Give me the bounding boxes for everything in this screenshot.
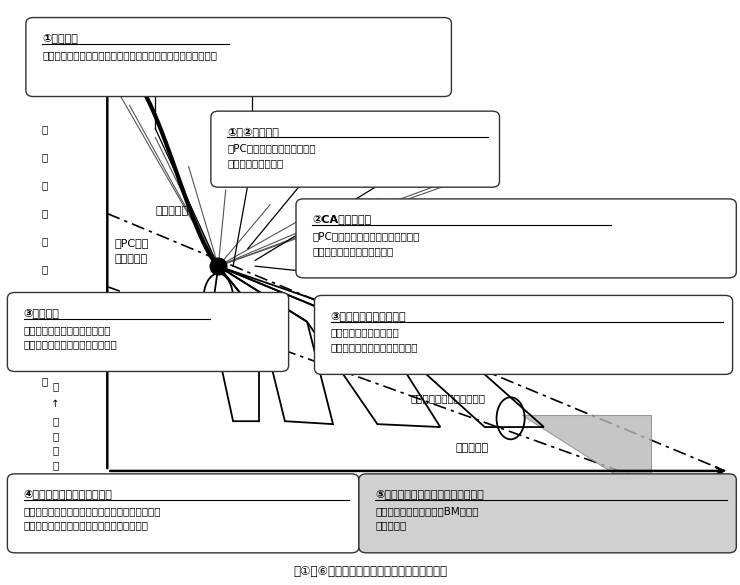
Text: ＋: ＋ [41, 236, 47, 246]
Text: ・PCを利用したコミュニケーション: ・PCを利用したコミュニケーション [312, 231, 420, 241]
Text: ・「アプリケーション利用指導」: ・「アプリケーション利用指導」 [24, 339, 118, 349]
FancyBboxPatch shape [7, 292, 289, 371]
Text: ）: ） [53, 460, 58, 470]
Text: ・作業療法士等による身体機能評価・再適合: ・作業療法士等による身体機能評価・再適合 [24, 521, 149, 531]
FancyBboxPatch shape [296, 199, 736, 278]
Text: ・療養生活での継続的見守り、定期的な状況確認: ・療養生活での継続的見守り、定期的な状況確認 [24, 506, 161, 516]
Polygon shape [522, 415, 651, 497]
Text: 機: 機 [53, 431, 58, 441]
Text: （医学モデル・社会モデル）: （医学モデル・社会モデル） [331, 342, 418, 352]
FancyBboxPatch shape [359, 474, 736, 553]
FancyBboxPatch shape [211, 111, 500, 187]
Text: ④入力装置（スイッチ）交換: ④入力装置（スイッチ）交換 [24, 490, 112, 500]
Text: ③意思伝達装置への移行: ③意思伝達装置への移行 [331, 312, 406, 322]
Text: （①～⑥は、フェーズ１～フェーズ５を表す）: （①～⑥は、フェーズ１～フェーズ５を表す） [293, 565, 447, 578]
Text: 合: 合 [41, 348, 47, 359]
FancyBboxPatch shape [26, 18, 451, 97]
Text: 能: 能 [41, 208, 47, 218]
Text: 時間経過: 時間経過 [701, 491, 729, 504]
FancyBboxPatch shape [314, 295, 733, 374]
Text: ・PCに愷れ、機器の導入準備: ・PCに愷れ、機器の導入準備 [227, 143, 316, 153]
Text: 装: 装 [41, 264, 47, 274]
Text: ①～②直前介入: ①～②直前介入 [227, 128, 279, 137]
Text: ↑: ↑ [51, 398, 60, 409]
Text: ②CA機器の導入: ②CA機器の導入 [312, 215, 371, 225]
Text: ・「設定の微調整」（適合）と: ・「設定の微調整」（適合）と [24, 325, 111, 335]
Text: ①早期介入: ①早期介入 [42, 34, 78, 44]
Text: 高: 高 [53, 416, 58, 426]
Text: 利用期）: 利用期） [115, 253, 148, 264]
Text: ③利用支援: ③利用支援 [24, 309, 59, 319]
Text: ・携帯用会話補助装置　など: ・携帯用会話補助装置 など [312, 246, 394, 256]
Text: （意思伝達装置・利用期）: （意思伝達装置・利用期） [411, 393, 485, 403]
Text: 機: 機 [41, 180, 47, 190]
FancyBboxPatch shape [7, 474, 359, 553]
Text: ・病名告知と予後（呼吸・栄養・コミュニケーション）の説明: ・病名告知と予後（呼吸・栄養・コミュニケーション）の説明 [42, 50, 217, 60]
Text: ・段階的な情報提供: ・段階的な情報提供 [227, 158, 283, 168]
Text: ⑤コミュニケーション手段の再検討: ⑤コミュニケーション手段の再検討 [375, 490, 484, 500]
Text: ・更生相談所の支給判定: ・更生相談所の支給判定 [331, 328, 400, 338]
Text: 体: 体 [41, 152, 47, 162]
Text: 利用検討: 利用検討 [375, 521, 406, 531]
Text: （準備期）: （準備期） [155, 205, 189, 216]
Text: 能: 能 [53, 445, 58, 456]
Text: ・他の手段（生体現象、BMＩ）の: ・他の手段（生体現象、BMＩ）の [375, 506, 479, 516]
Text: 度: 度 [41, 376, 47, 387]
Text: （困難期）: （困難期） [455, 442, 488, 453]
Text: 置: 置 [41, 292, 47, 302]
Text: （: （ [53, 381, 58, 391]
Text: （PC等・: （PC等・ [115, 238, 149, 248]
Text: 身: 身 [41, 123, 47, 134]
Text: 適: 適 [41, 320, 47, 331]
